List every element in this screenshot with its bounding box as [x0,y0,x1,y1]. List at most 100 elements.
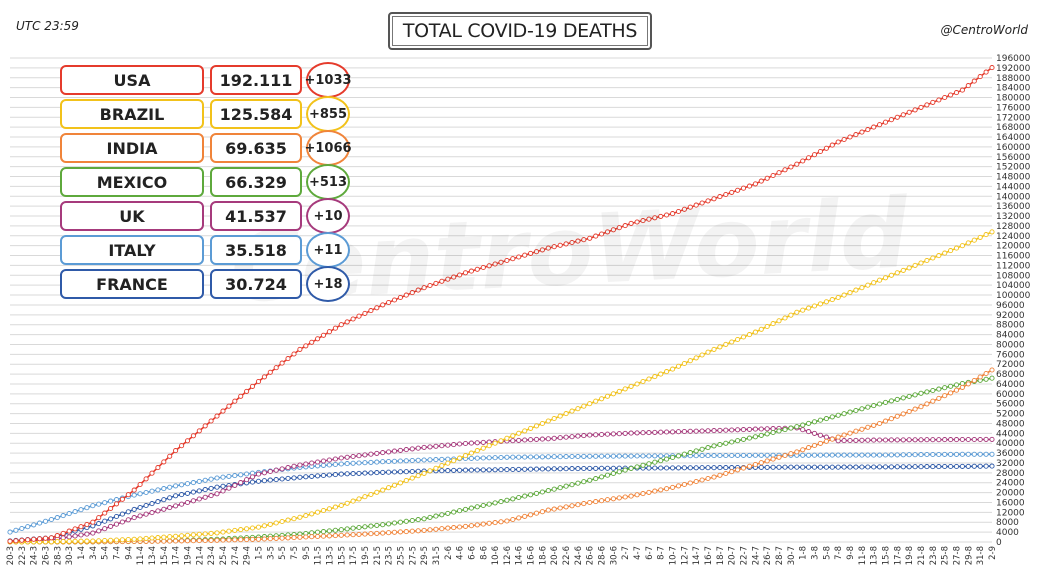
data-point [303,534,309,540]
data-point [433,443,439,449]
data-point [486,455,492,461]
data-point [563,434,569,440]
data-point [498,438,504,444]
data-point [149,470,155,476]
data-point [983,232,989,238]
data-point [965,83,971,89]
data-point [409,457,415,464]
data-point [190,498,196,504]
x-tick-label: 2-7 [621,546,631,560]
data-point [238,393,244,399]
data-point [368,451,374,457]
data-point [717,472,723,478]
y-tick-label: 164000 [996,133,1031,143]
data-point [894,396,900,402]
data-point [906,393,912,399]
data-point [167,453,173,459]
data-point [670,429,676,435]
data-point [249,383,256,389]
data-point [989,229,995,235]
data-point [433,280,439,286]
x-tick-label: 9-5 [302,546,312,560]
data-point [427,457,433,463]
data-point [528,425,534,431]
data-point [291,351,297,357]
data-point [817,440,823,446]
data-point [439,526,445,532]
data-point [563,466,569,472]
data-point [374,459,380,465]
data-point [309,339,315,345]
data-point [581,501,587,507]
x-tick-label: 29-8 [964,546,974,565]
data-point [184,481,191,487]
data-point [161,459,167,465]
data-point [835,464,841,470]
data-point [421,470,427,476]
data-point [871,464,877,470]
data-point [516,430,522,436]
data-point [42,535,49,541]
data-point [971,463,977,469]
data-point [800,158,806,164]
data-point [202,423,208,429]
data-point [841,464,847,470]
data-point [622,467,628,473]
data-point [439,463,445,469]
data-point [516,494,522,501]
data-point [510,454,516,460]
data-point [717,427,723,433]
data-point [959,384,965,390]
data-point [817,301,823,307]
data-point [664,486,670,492]
data-point [835,434,841,440]
data-point [332,504,338,510]
x-tick-labels: 20-3 22-3 24-3 26-3 28-3 30-3 1-4 3-4 5-4 7-4 9-4 1… [6,546,998,565]
data-point [983,463,989,469]
data-point [474,266,480,272]
x-tick-label: 6-6 [467,546,477,560]
x-tick-label: 20-7 [728,546,738,565]
data-point [894,464,900,470]
data-point [320,507,327,514]
data-point [415,528,421,534]
data-point [60,513,66,519]
data-point [977,74,983,80]
data-point [516,466,522,472]
data-point [551,415,557,422]
total-deaths: 125.584 [210,99,302,129]
data-point [989,65,995,71]
data-point [687,204,693,210]
data-point [179,533,185,539]
data-point [593,465,599,471]
x-tick-label: 20-3 [6,546,16,565]
data-point [871,280,877,286]
data-point [563,504,569,510]
data-point [829,297,835,303]
y-tick-label: 68000 [996,370,1025,380]
y-tick-label: 176000 [996,103,1031,113]
data-point [403,292,409,298]
data-point [332,527,338,533]
data-point [622,223,628,229]
data-point [604,431,611,437]
data-point [693,448,699,454]
data-point [96,501,102,507]
data-point [806,429,812,435]
data-point [664,465,670,471]
data-point [953,90,960,96]
data-point [794,309,800,315]
data-point [587,235,593,241]
data-point [386,299,392,306]
data-point [551,466,557,472]
data-point [764,175,770,181]
x-tick-label: 11-8 [858,546,868,565]
data-point [173,503,179,509]
daily-change-badge: +855 [306,96,350,132]
data-point [54,515,60,521]
data-point [350,498,356,504]
data-point [616,225,622,231]
y-tick-label: 128000 [996,222,1031,232]
data-point [752,329,758,335]
data-point [847,464,853,470]
